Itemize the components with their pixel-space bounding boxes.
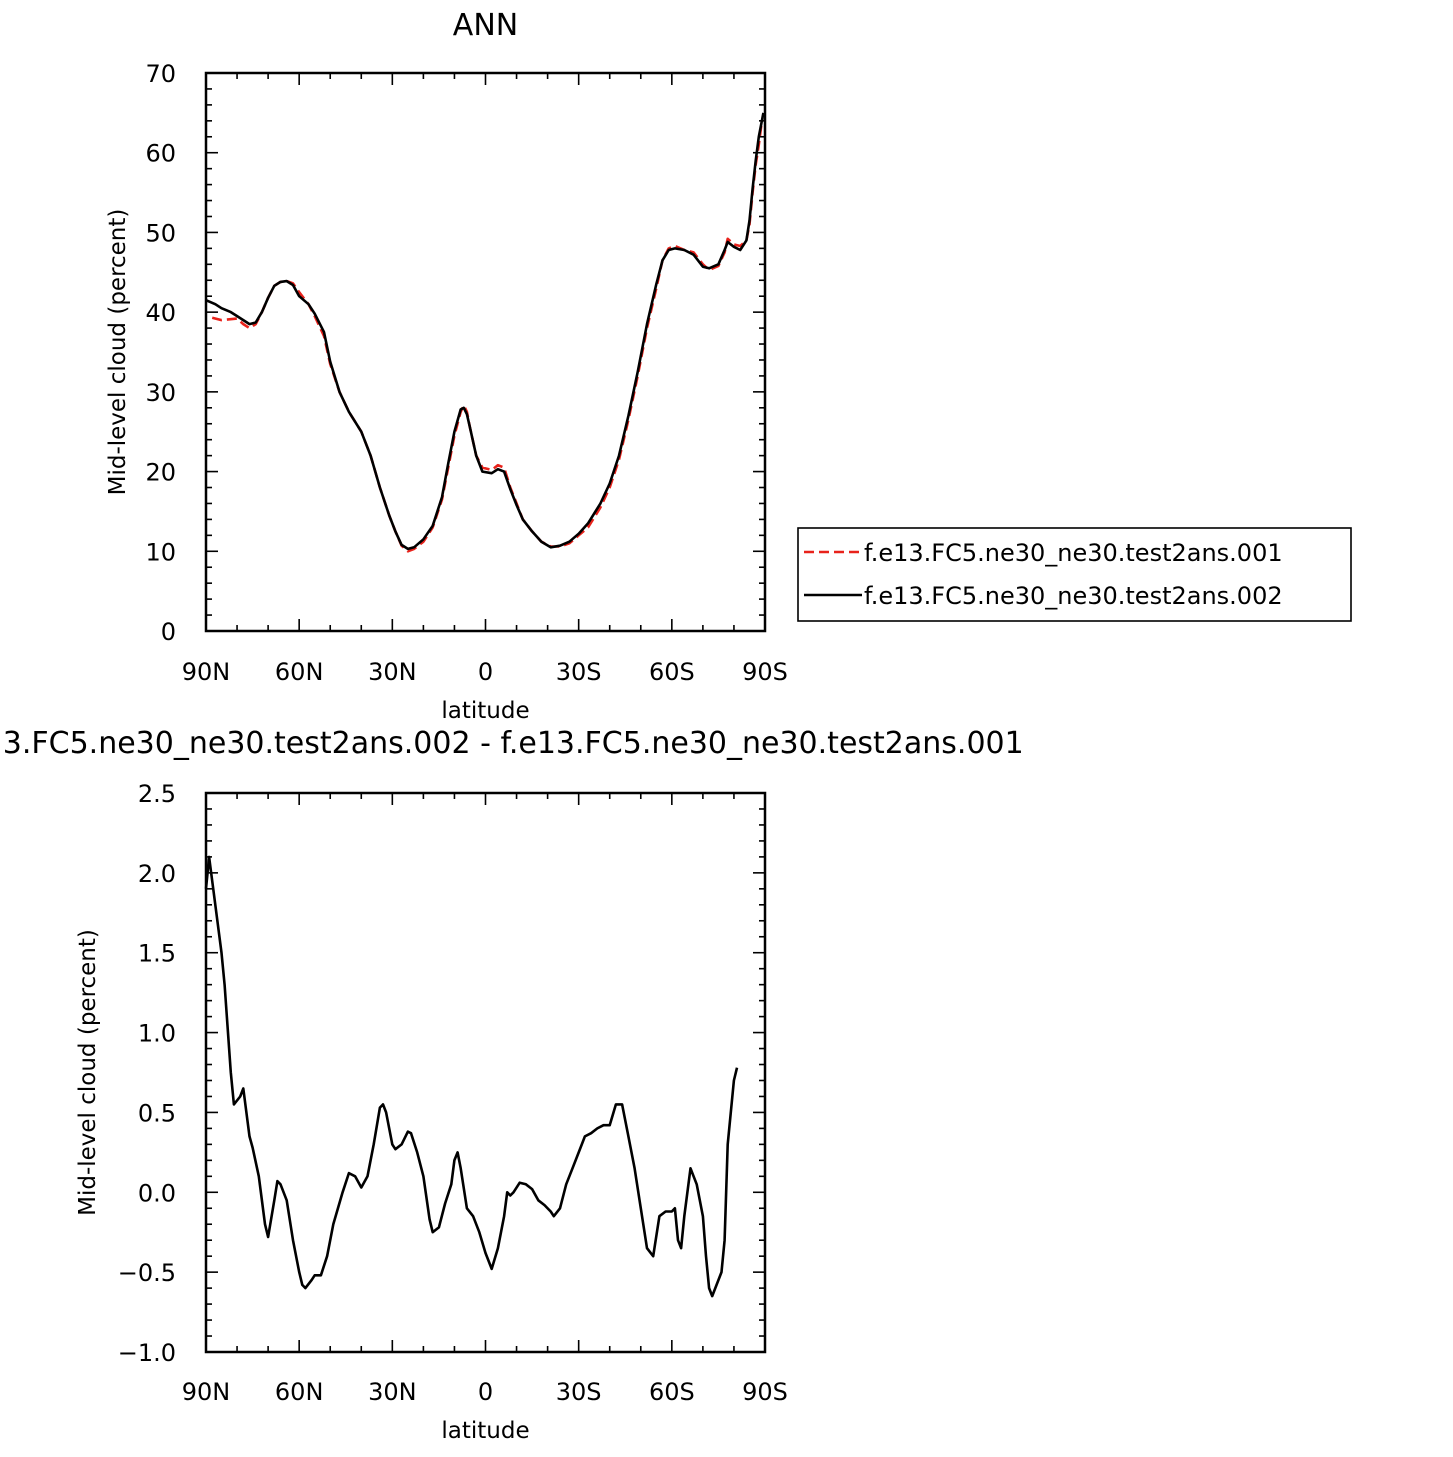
y-tick-label: 0.5: [138, 1099, 176, 1127]
y-tick-label: 70: [145, 60, 176, 88]
y-tick-label: 2.0: [138, 860, 176, 888]
x-tick-label: 30N: [368, 658, 417, 686]
series-line-1: [204, 855, 739, 1298]
y-tick-label: 40: [145, 299, 176, 327]
x-tick-label: 90N: [182, 658, 231, 686]
y-tick-label: 0: [161, 618, 176, 646]
y-axis-label: Mid-level cloud (percent): [105, 209, 131, 496]
plot-frame: [204, 791, 767, 1354]
x-tick-label: 30S: [556, 658, 602, 686]
x-tick-label: 30N: [368, 1378, 417, 1406]
x-tick-label: 90S: [742, 658, 788, 686]
x-tick-label: 90S: [742, 1378, 788, 1406]
legend-box: [797, 527, 1352, 622]
y-tick-label: 50: [145, 219, 176, 247]
y-tick-label: 30: [145, 379, 176, 407]
x-tick-label: 30S: [556, 1378, 602, 1406]
x-tick-label: 60S: [649, 1378, 695, 1406]
x-axis-label: latitude: [441, 1418, 529, 1444]
y-tick-label: −0.5: [118, 1259, 176, 1287]
y-tick-label: 60: [145, 140, 176, 168]
chart-title: ANN: [453, 8, 518, 43]
y-tick-label: 1.5: [138, 940, 176, 968]
y-tick-label: 2.5: [138, 780, 176, 808]
y-tick-label: −1.0: [118, 1339, 176, 1367]
y-tick-label: 20: [145, 459, 176, 487]
x-tick-label: 90N: [182, 1378, 231, 1406]
x-tick-label: 0: [478, 1378, 493, 1406]
y-tick-label: 1.0: [138, 1020, 176, 1048]
y-axis-label: Mid-level cloud (percent): [75, 929, 101, 1216]
series-line-1: [211, 120, 764, 553]
y-tick-label: 0.0: [138, 1179, 176, 1207]
x-tick-label: 60N: [275, 658, 324, 686]
legend-label-1: f.e13.FC5.ne30_ne30.test2ans.001: [864, 539, 1283, 567]
legend-label-2: f.e13.FC5.ne30_ne30.test2ans.002: [864, 582, 1283, 610]
y-tick-label: 10: [145, 538, 176, 566]
x-axis-label: latitude: [441, 698, 529, 724]
chart-title: f.e13.FC5.ne30_ne30.test2ans.002 - f.e13…: [0, 726, 1024, 761]
plot-frame: [204, 71, 767, 633]
x-tick-label: 60S: [649, 658, 695, 686]
bottom-panel: f.e13.FC5.ne30_ne30.test2ans.002 - f.e13…: [0, 726, 1024, 1444]
top-panel: ANN 0 10 20 30 40 50 60 70 90N 60N 30N 0 30S 60S 90S lat…: [105, 8, 1352, 724]
series-line-2: [205, 112, 765, 551]
x-tick-label: 60N: [275, 1378, 324, 1406]
x-tick-label: 0: [478, 658, 493, 686]
